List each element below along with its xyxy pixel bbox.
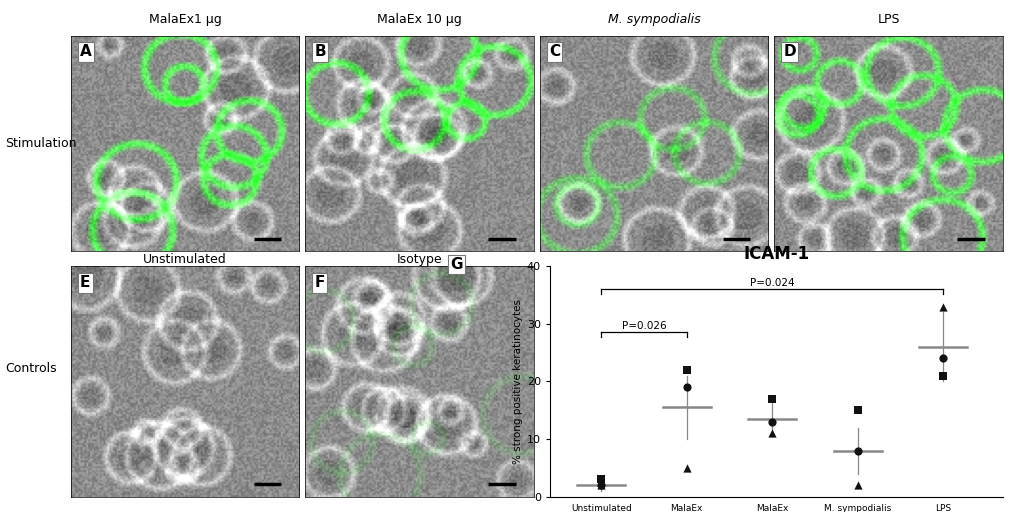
Text: Stimulation: Stimulation bbox=[5, 137, 77, 150]
Y-axis label: % strong positive keratinocytes: % strong positive keratinocytes bbox=[513, 299, 523, 464]
Point bbox=[594, 481, 610, 489]
Text: P=0.026: P=0.026 bbox=[622, 322, 667, 331]
Point bbox=[679, 366, 695, 374]
Text: LPS: LPS bbox=[877, 13, 900, 26]
Point bbox=[935, 303, 951, 311]
Text: P=0.024: P=0.024 bbox=[750, 278, 794, 288]
Point bbox=[594, 481, 610, 489]
Text: E: E bbox=[80, 275, 90, 290]
Point bbox=[764, 429, 780, 437]
Text: C: C bbox=[549, 45, 560, 59]
Text: F: F bbox=[315, 275, 325, 290]
Title: ICAM-1: ICAM-1 bbox=[744, 245, 809, 263]
Text: MalaEx1 μg: MalaEx1 μg bbox=[149, 13, 222, 26]
Point bbox=[679, 464, 695, 472]
Text: G: G bbox=[451, 257, 463, 272]
Text: B: B bbox=[315, 45, 326, 59]
Point bbox=[850, 406, 866, 414]
Point bbox=[935, 354, 951, 362]
Text: M. sympodialis: M. sympodialis bbox=[608, 13, 701, 26]
Text: MalaEx 10 μg: MalaEx 10 μg bbox=[377, 13, 462, 26]
Point bbox=[764, 395, 780, 403]
Text: D: D bbox=[784, 45, 796, 59]
Point bbox=[764, 418, 780, 426]
Text: Unstimulated: Unstimulated bbox=[143, 253, 227, 266]
Text: A: A bbox=[80, 45, 92, 59]
Text: Controls: Controls bbox=[5, 362, 57, 375]
Point bbox=[850, 481, 866, 489]
Point bbox=[850, 446, 866, 455]
Text: Isotype: Isotype bbox=[397, 253, 443, 266]
Point bbox=[935, 372, 951, 380]
Point bbox=[679, 383, 695, 391]
Point bbox=[594, 475, 610, 483]
